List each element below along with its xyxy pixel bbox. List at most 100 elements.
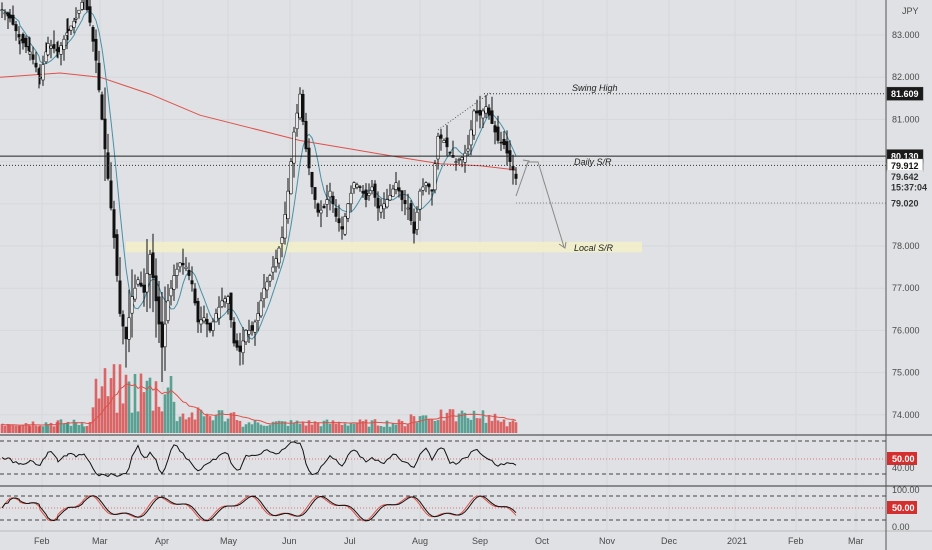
candle-body <box>142 284 146 293</box>
candle-body <box>256 313 260 322</box>
candle-body <box>346 203 350 219</box>
candle-body <box>148 254 152 275</box>
volume-bar <box>463 412 467 433</box>
candle-body <box>109 180 113 209</box>
price-tick-label: 83.000 <box>892 30 920 40</box>
volume-bar <box>44 422 48 433</box>
time-axis-label: Dec <box>661 536 678 546</box>
volume-bar <box>46 424 50 433</box>
volume-bar <box>394 424 398 433</box>
candle-body <box>289 161 293 195</box>
projection-arrowhead-top <box>522 159 530 167</box>
volume-bar <box>151 410 155 433</box>
volume-bar <box>286 425 290 433</box>
volume-bar <box>457 413 461 433</box>
candle-body <box>24 37 28 48</box>
volume-bar <box>175 421 179 433</box>
volume-bar <box>259 424 263 433</box>
candle-body <box>238 345 242 352</box>
volume-bar <box>172 401 176 433</box>
candle-body <box>448 151 452 154</box>
candle-body <box>478 109 482 116</box>
candle-body <box>28 51 32 55</box>
candle-body <box>400 190 404 200</box>
candle-body <box>46 43 50 56</box>
volume-bar <box>28 426 32 433</box>
volume-bar <box>235 420 239 433</box>
volume-bar <box>421 415 425 433</box>
volume-bar <box>262 425 266 433</box>
volume-bar <box>41 426 45 433</box>
volume-bar <box>184 419 188 433</box>
projection-arrowhead-bottom <box>558 241 567 249</box>
candle-body <box>460 157 464 161</box>
volume-bar <box>427 419 431 433</box>
volume-bar <box>400 420 404 433</box>
candle-body <box>310 171 314 188</box>
volume-bar <box>34 425 38 433</box>
projection-path <box>515 161 565 248</box>
volume-bar <box>202 416 206 433</box>
daily-sr-label: Daily S/R <box>574 157 612 167</box>
candle-body <box>463 152 467 163</box>
candle-body <box>8 14 12 19</box>
candle-body <box>361 190 365 194</box>
candle-body <box>280 237 284 244</box>
candle-body <box>103 118 107 150</box>
volume-bar <box>484 422 488 433</box>
candle-body <box>181 262 185 266</box>
candle-body <box>340 226 344 230</box>
volume-bar <box>130 412 134 433</box>
volume-bar <box>472 410 476 433</box>
volume-bar <box>208 416 212 433</box>
volume-bar <box>118 364 122 433</box>
volume-bar <box>199 409 203 433</box>
candle-body <box>0 9 4 11</box>
candle-body <box>457 159 461 161</box>
candle-body <box>21 33 25 44</box>
volume-bar <box>334 423 338 433</box>
candle-body <box>496 126 500 141</box>
volume-bar <box>253 420 257 433</box>
candle-body <box>124 326 128 340</box>
volume-bar <box>313 421 317 433</box>
volume-bar <box>163 394 167 433</box>
candle-body <box>337 218 341 224</box>
candle-body <box>367 192 371 196</box>
volume-bar <box>148 377 152 433</box>
volume-bar <box>436 420 440 433</box>
candle-body <box>91 27 95 42</box>
candle-body <box>286 190 290 220</box>
candle-body <box>34 62 38 68</box>
candle-body <box>325 199 329 205</box>
candle-body <box>373 183 377 198</box>
volume-bar <box>301 422 305 433</box>
candle-body <box>214 313 218 323</box>
volume-bars <box>0 364 518 433</box>
candle-body <box>331 195 335 205</box>
candle-body <box>166 300 170 321</box>
volume-bar <box>310 424 314 433</box>
price-tag-text: 80.130 <box>891 152 919 162</box>
price-tag <box>886 86 924 101</box>
time-axis-label: Jul <box>344 536 356 546</box>
volume-bar <box>166 387 170 433</box>
candle-body <box>136 279 140 285</box>
time-axis-label: Nov <box>599 536 616 546</box>
candle-body <box>217 306 221 319</box>
candle-body <box>301 93 305 122</box>
price-tag-text: 79.642 <box>891 172 919 182</box>
volume-bar <box>24 423 28 433</box>
candle-body <box>322 205 326 209</box>
stoch-50-tag-text: 50.00 <box>892 503 915 513</box>
candle-body <box>484 106 488 114</box>
candle-body <box>190 280 194 285</box>
candle-body <box>511 166 515 171</box>
volume-bar <box>337 422 341 433</box>
candle-body <box>454 161 458 163</box>
volume-bar <box>370 420 374 433</box>
volume-bar <box>430 419 434 433</box>
volume-bar <box>268 424 272 433</box>
price-tag-text: 15:37:04 <box>891 182 927 192</box>
